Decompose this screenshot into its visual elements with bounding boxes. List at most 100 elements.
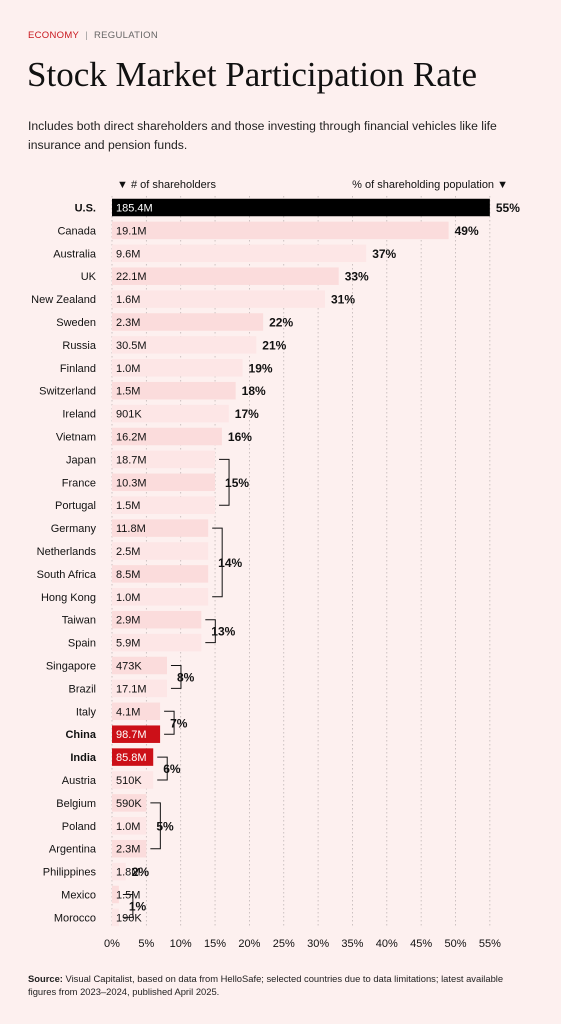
country-label: Spain [68, 638, 96, 650]
participation-bar-chart: ▼ # of shareholders % of shareholding pop… [31, 179, 520, 950]
shareholders-label: 22.1M [116, 271, 147, 283]
shareholders-label: 2.3M [116, 317, 140, 329]
percent-label: 14% [218, 556, 242, 570]
bar-argentina [112, 839, 147, 858]
shareholders-label: 590K [116, 798, 142, 810]
country-label: Italy [76, 706, 97, 718]
shareholders-label: 11.8M [116, 523, 146, 535]
shareholders-label: 2.3M [116, 844, 140, 856]
percent-label: 19% [249, 361, 273, 375]
x-tick-label: 25% [273, 938, 295, 950]
source-note: Source: Visual Capitalist, based on data… [28, 972, 533, 998]
country-label: Russia [62, 340, 97, 352]
country-label: Hong Kong [41, 592, 96, 604]
bar-hong-kong [112, 588, 209, 606]
shareholders-label: 473K [116, 661, 142, 673]
category-economy-link[interactable]: ECONOMY [28, 30, 80, 41]
country-label: China [65, 729, 96, 741]
percent-label: 2% [132, 865, 150, 879]
percent-label: 22% [269, 316, 293, 330]
shareholders-label: 18.7M [116, 454, 147, 466]
right-column-header: % of shareholding population ▼ [352, 179, 508, 191]
bar-poland [112, 817, 147, 835]
shareholders-label: 8.5M [116, 569, 140, 581]
bar-portugal [112, 496, 216, 514]
x-tick-label: 10% [170, 938, 192, 950]
country-label: New Zealand [31, 294, 96, 306]
country-label: Vietnam [56, 432, 96, 444]
group-bracket [205, 619, 216, 644]
shareholders-label: 1.5M [116, 386, 140, 398]
shareholders-label: 1.0M [116, 592, 140, 604]
shareholders-label: 9.6M [116, 248, 140, 260]
shareholders-label: 17.1M [116, 683, 147, 695]
bar-japan [112, 450, 216, 469]
shareholders-label: 185.4M [116, 203, 153, 215]
country-label: Mexico [61, 890, 96, 902]
bar-belgium [112, 794, 147, 812]
category-separator: | [85, 30, 88, 41]
country-label: U.S. [75, 203, 96, 215]
page-subtitle: Includes both direct shareholders and th… [28, 119, 497, 152]
x-tick-label: 40% [376, 938, 398, 950]
bar-canada [112, 221, 449, 240]
page-title: Stock Market Participation Rate [27, 55, 478, 94]
bar-morocco [112, 908, 119, 927]
shareholders-label: 1.0M [116, 363, 140, 375]
x-tick-label: 5% [138, 938, 154, 950]
percent-label: 55% [496, 201, 520, 215]
group-bracket [164, 710, 175, 735]
percent-label: 18% [242, 384, 266, 398]
bar-france [112, 473, 216, 492]
country-label: South Africa [37, 569, 97, 581]
source-text: Visual Capitalist, based on data from He… [28, 973, 504, 997]
group-bracket [170, 665, 182, 689]
group-bracket [150, 802, 161, 850]
country-label: Singapore [46, 661, 96, 673]
bar-austria [112, 771, 154, 789]
shareholders-label: 5.9M [116, 638, 140, 650]
shareholders-label: 85.8M [116, 752, 147, 764]
bar-u-s- [112, 198, 490, 217]
source-label: Source: [28, 973, 63, 984]
country-label: Austria [62, 775, 97, 787]
category-regulation-link[interactable]: REGULATION [93, 30, 159, 41]
country-label: Netherlands [37, 546, 97, 558]
x-tick-label: 35% [341, 938, 363, 950]
percent-label: 37% [372, 247, 396, 261]
shareholders-label: 10.3M [116, 477, 147, 489]
country-label: Brazil [68, 683, 96, 695]
shareholders-label: 1.8M [116, 867, 140, 879]
bar-mexico [112, 885, 119, 904]
bar-brazil [112, 679, 167, 698]
percent-label: 21% [262, 338, 286, 352]
percent-label: 1% [129, 899, 147, 913]
percent-label: 13% [211, 625, 235, 639]
group-bracket [157, 756, 168, 781]
country-label: India [70, 752, 97, 764]
shareholders-label: 16.2M [116, 432, 147, 444]
bar-india [112, 748, 154, 766]
x-tick-label: 15% [204, 938, 226, 950]
percent-label: 33% [345, 270, 369, 284]
country-label: France [62, 477, 96, 489]
shareholders-label: 2.5M [116, 546, 140, 558]
bar-sweden [112, 313, 264, 331]
bar-new-zealand [112, 290, 325, 308]
country-label: Germany [51, 523, 97, 535]
shareholders-label: 30.5M [116, 340, 147, 352]
bar-netherlands [112, 542, 209, 560]
left-column-header: ▼ # of shareholders [117, 179, 216, 191]
bar-ireland [112, 404, 229, 423]
shareholders-label: 1.5M [116, 500, 140, 512]
group-bracket [219, 458, 230, 506]
country-label: Portugal [55, 500, 96, 512]
percent-label: 16% [228, 430, 252, 444]
x-tick-label: 30% [307, 938, 329, 950]
percent-label: 17% [235, 407, 259, 421]
group-bracket [212, 527, 223, 598]
category-tags: ECONOMY | REGULATION [28, 30, 158, 41]
x-tick-label: 0% [104, 938, 120, 950]
percent-label: 5% [156, 819, 174, 833]
bar-russia [112, 336, 257, 354]
